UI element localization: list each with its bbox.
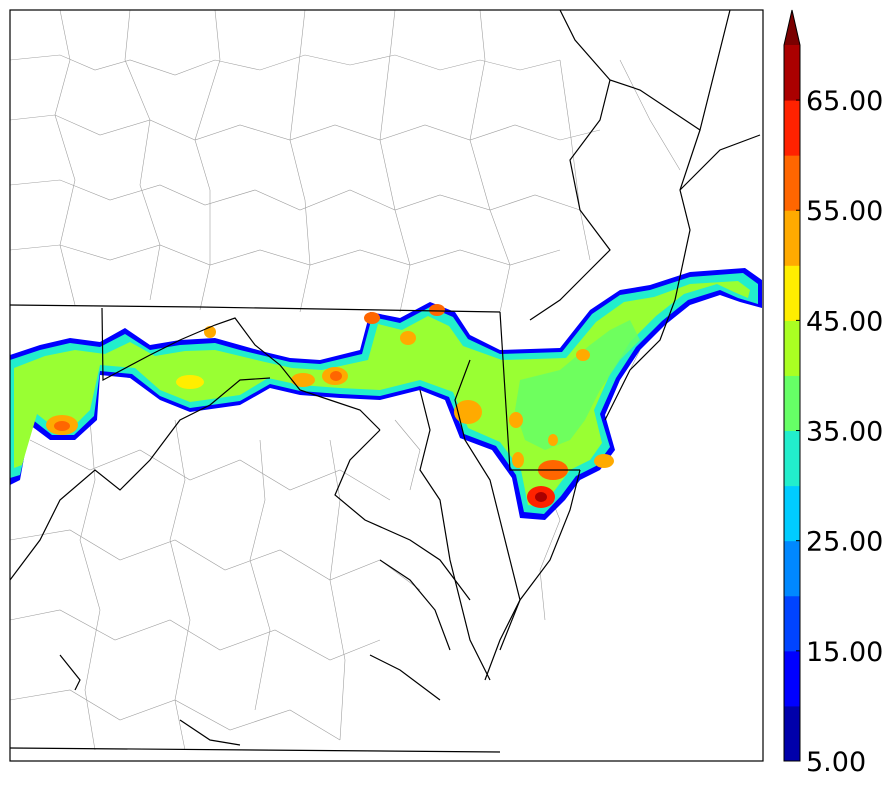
colorbar-segment xyxy=(784,485,800,542)
reflectivity-band-40 xyxy=(14,281,750,507)
river-2 xyxy=(379,559,451,651)
cell-45-5 xyxy=(512,452,524,468)
cell-45-1 xyxy=(176,375,204,389)
colorbar-segment xyxy=(784,595,800,652)
cell-50-4 xyxy=(364,312,380,324)
ny-coast xyxy=(679,134,761,191)
cell-55-1 xyxy=(54,421,70,431)
colorbar-tick-label: 25.00 xyxy=(806,527,883,558)
de-border xyxy=(499,311,580,471)
colorbar-segment xyxy=(784,100,800,156)
cell-45-7 xyxy=(576,349,590,361)
cell-45-8 xyxy=(548,434,558,446)
cell-45-4 xyxy=(509,412,523,428)
state-boundaries xyxy=(10,10,761,753)
river-1 xyxy=(59,654,441,746)
delmarva-coast xyxy=(484,469,581,681)
colorbar-segment xyxy=(784,155,800,211)
cell-45-6 xyxy=(594,454,614,468)
colorbar-tick-label: 65.00 xyxy=(806,86,883,117)
colorbar-tick-label: 45.00 xyxy=(806,306,883,337)
colorbar-tick-label: 35.00 xyxy=(806,417,883,448)
colorbar-segment xyxy=(784,375,800,432)
map-panel xyxy=(9,9,764,762)
county-boundaries xyxy=(10,10,681,751)
colorbar-segment xyxy=(784,45,800,101)
colorbar-segment xyxy=(784,265,800,321)
wv-md-border xyxy=(101,307,381,431)
colorbar-segment xyxy=(784,650,800,707)
wv-va-border xyxy=(10,377,271,581)
chesapeake-east xyxy=(454,359,521,651)
chesapeake-west xyxy=(419,389,491,681)
cell-50-2 xyxy=(291,373,315,387)
pa-md-border xyxy=(10,304,501,313)
reflectivity-band-35 xyxy=(515,320,640,450)
cell-50-5 xyxy=(429,304,445,316)
cell-45-9 xyxy=(204,326,216,338)
cell-65-1 xyxy=(535,492,547,502)
cell-55-2 xyxy=(330,371,342,381)
colorbar-segment xyxy=(784,210,800,266)
colorbar-segment xyxy=(784,540,800,597)
colorbar-segment xyxy=(784,430,800,487)
reflectivity-field xyxy=(10,268,762,520)
va-nc-border xyxy=(10,747,501,753)
colorbar: 5.00 15.00 25.00 35.00 45.00 55.00 65.00 xyxy=(783,9,883,778)
colorbar-segment xyxy=(784,705,800,762)
va-md-potomac xyxy=(334,429,471,601)
pa-nj-river xyxy=(529,79,611,321)
colorbar-tick-label: 15.00 xyxy=(806,637,883,668)
pa-ny-border xyxy=(559,10,731,131)
cell-45-3 xyxy=(454,400,482,424)
cell-45-2 xyxy=(400,331,416,345)
colorbar-tick-label: 55.00 xyxy=(806,196,883,227)
colorbar-segment xyxy=(784,320,800,376)
colorbar-tick-label: 5.00 xyxy=(806,747,866,778)
colorbar-extend-arrow xyxy=(784,10,800,45)
map-frame xyxy=(9,9,764,762)
